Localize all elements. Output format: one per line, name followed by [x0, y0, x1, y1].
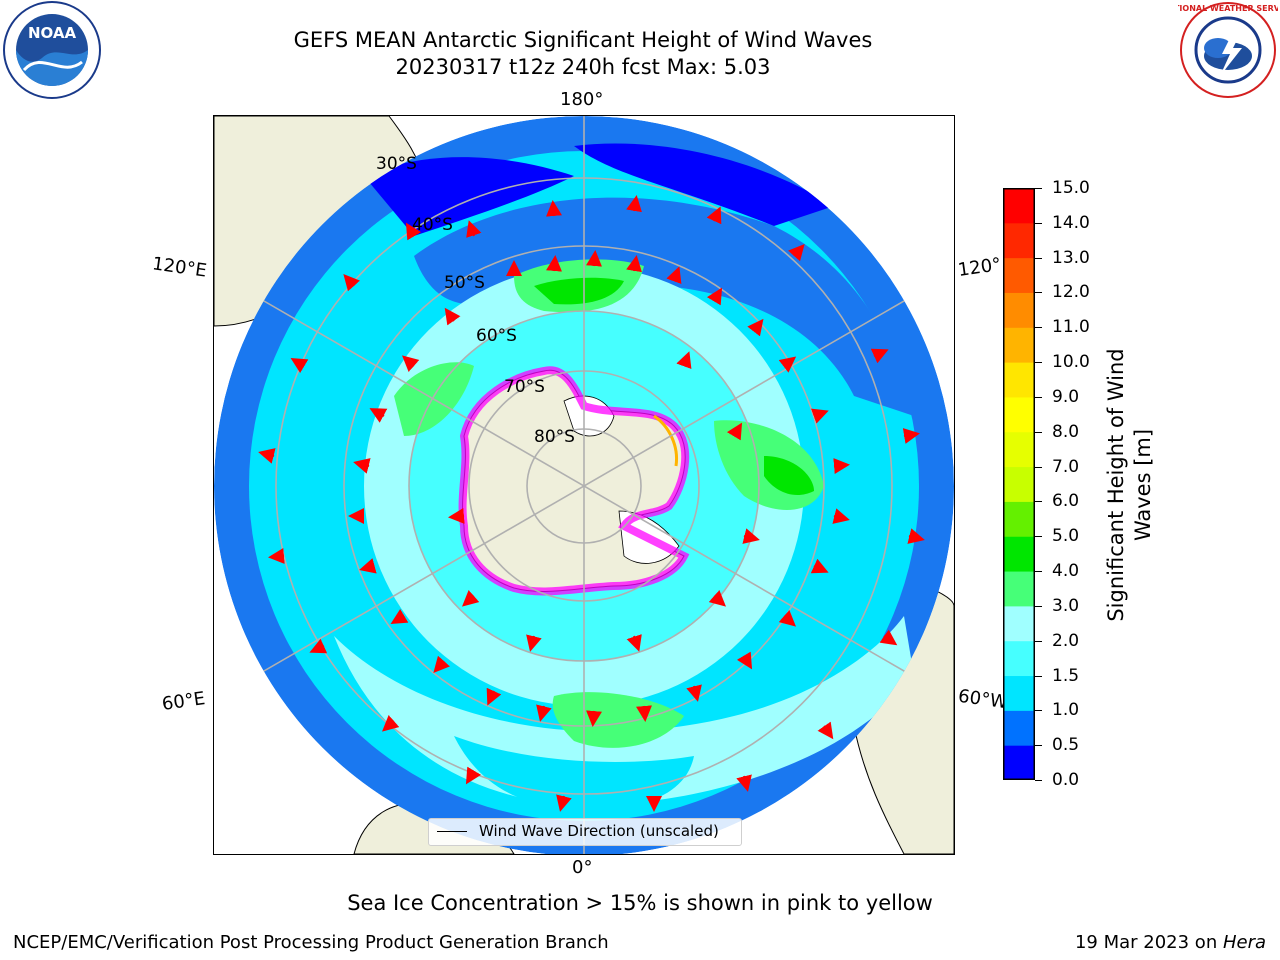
legend-label: Wind Wave Direction (unscaled) — [479, 822, 719, 840]
colorbar-segment — [1003, 501, 1035, 537]
colorbar-tick-label: 6.0 — [1052, 491, 1080, 512]
lat-label-60s: 60°S — [476, 326, 517, 346]
colorbar-tick-mark — [1035, 640, 1042, 642]
colorbar-tick-mark — [1035, 780, 1042, 781]
colorbar-tick-label: 2.0 — [1052, 630, 1080, 651]
colorbar-tick-label: 1.0 — [1052, 700, 1080, 721]
colorbar-segment — [1003, 571, 1035, 607]
colorbar-tick-label: 11.0 — [1052, 317, 1090, 338]
colorbar-border — [1003, 188, 1035, 780]
colorbar-tick-mark — [1035, 745, 1042, 747]
colorbar-tick-label: 15.0 — [1052, 178, 1090, 198]
colorbar-tick-label: 3.0 — [1052, 595, 1080, 616]
colorbar-segment — [1003, 292, 1035, 328]
colorbar-tick-mark — [1035, 222, 1042, 224]
noaa-logo-text: NOAA — [28, 24, 77, 42]
colorbar-tick-mark — [1035, 675, 1042, 677]
nws-logo: NATIONAL WEATHER SERVICE — [1178, 2, 1278, 98]
colorbar-segment — [1003, 396, 1035, 433]
colorbar-tick-mark — [1035, 188, 1042, 189]
colorbar-tick-label: 5.0 — [1052, 526, 1080, 547]
lon-label-120e: 120°E — [150, 253, 208, 282]
colorbar-tick-label: 14.0 — [1052, 212, 1090, 233]
lon-label-0: 0° — [572, 857, 593, 878]
colorbar-segment — [1003, 675, 1035, 711]
colorbar-label-line2: Waves [m] — [1131, 428, 1155, 542]
colorbar-tick-mark — [1035, 431, 1042, 433]
nws-logo-text: NATIONAL WEATHER SERVICE — [1178, 4, 1278, 13]
colorbar-tick-label: 12.0 — [1052, 282, 1090, 303]
sea-ice-note: Sea Ice Concentration > 15% is shown in … — [347, 891, 933, 915]
noaa-logo: NOAA — [3, 1, 101, 99]
lat-label-40s: 40°S — [412, 215, 453, 235]
colorbar-segment — [1003, 640, 1035, 677]
colorbar-segment — [1003, 257, 1035, 293]
lat-label-80s: 80°S — [534, 427, 575, 447]
colorbar-segment — [1003, 431, 1035, 468]
colorbar-tick-mark — [1035, 536, 1042, 538]
colorbar-tick-mark — [1035, 710, 1042, 712]
colorbar-tick-label: 1.5 — [1052, 665, 1080, 686]
colorbar-segment — [1003, 710, 1035, 746]
colorbar-tick-mark — [1035, 396, 1042, 398]
lon-label-60e: 60°E — [160, 688, 207, 715]
colorbar-segment — [1003, 536, 1035, 572]
footer-date-text: 19 Mar 2023 on — [1074, 932, 1223, 953]
colorbar-label-line1: Significant Height of Wind — [1104, 348, 1128, 622]
lon-label-120w: 120° — [956, 254, 1003, 281]
colorbar-tick-mark — [1035, 292, 1042, 294]
colorbar-tick-label: 0.0 — [1052, 770, 1080, 790]
colorbar-segment — [1003, 222, 1035, 259]
colorbar-tick-label: 7.0 — [1052, 456, 1080, 477]
colorbar-tick-label: 4.0 — [1052, 561, 1080, 582]
wind-arrows — [258, 195, 925, 812]
lat-label-30s: 30°S — [376, 154, 417, 174]
colorbar-segment — [1003, 745, 1035, 780]
colorbar-tick-mark — [1035, 466, 1042, 468]
colorbar-tick-mark — [1035, 501, 1042, 503]
colorbar — [1003, 188, 1035, 780]
colorbar-tick-label: 10.0 — [1052, 352, 1090, 373]
colorbar-tick-mark — [1035, 605, 1042, 607]
colorbar-tick-mark — [1035, 362, 1042, 364]
lat-label-70s: 70°S — [504, 377, 545, 397]
colorbar-tick-label: 9.0 — [1052, 386, 1080, 407]
colorbar-tick-mark — [1035, 257, 1042, 259]
polar-map-canvas: 30°S 40°S 50°S 60°S 70°S 80°S — [214, 116, 954, 854]
colorbar-segment — [1003, 466, 1035, 502]
colorbar-segment — [1003, 327, 1035, 363]
lat-label-50s: 50°S — [444, 273, 485, 293]
colorbar-tick-mark — [1035, 327, 1042, 329]
footer-branch: NCEP/EMC/Verification Post Processing Pr… — [13, 932, 609, 953]
legend-line — [437, 831, 467, 832]
map-subtitle: 20230317 t12z 240h fcst Max: 5.03 — [395, 55, 771, 79]
footer-host: Hera — [1222, 932, 1266, 953]
colorbar-tick-mark — [1035, 571, 1042, 573]
colorbar-tick-label: 8.0 — [1052, 421, 1080, 442]
colorbar-segment — [1003, 188, 1035, 224]
colorbar-segment — [1003, 362, 1035, 398]
colorbar-tick-label: 13.0 — [1052, 247, 1090, 268]
lon-label-60w: 60°W — [956, 685, 1009, 714]
map-legend: Wind Wave Direction (unscaled) — [428, 818, 742, 846]
polar-map: 30°S 40°S 50°S 60°S 70°S 80°S — [213, 115, 955, 855]
lon-label-180: 180° — [560, 89, 604, 110]
colorbar-segment — [1003, 605, 1035, 642]
footer-date: 19 Mar 2023 on Hera — [1075, 932, 1266, 953]
map-title: GEFS MEAN Antarctic Significant Height o… — [293, 28, 873, 52]
colorbar-tick-label: 0.5 — [1052, 735, 1080, 756]
